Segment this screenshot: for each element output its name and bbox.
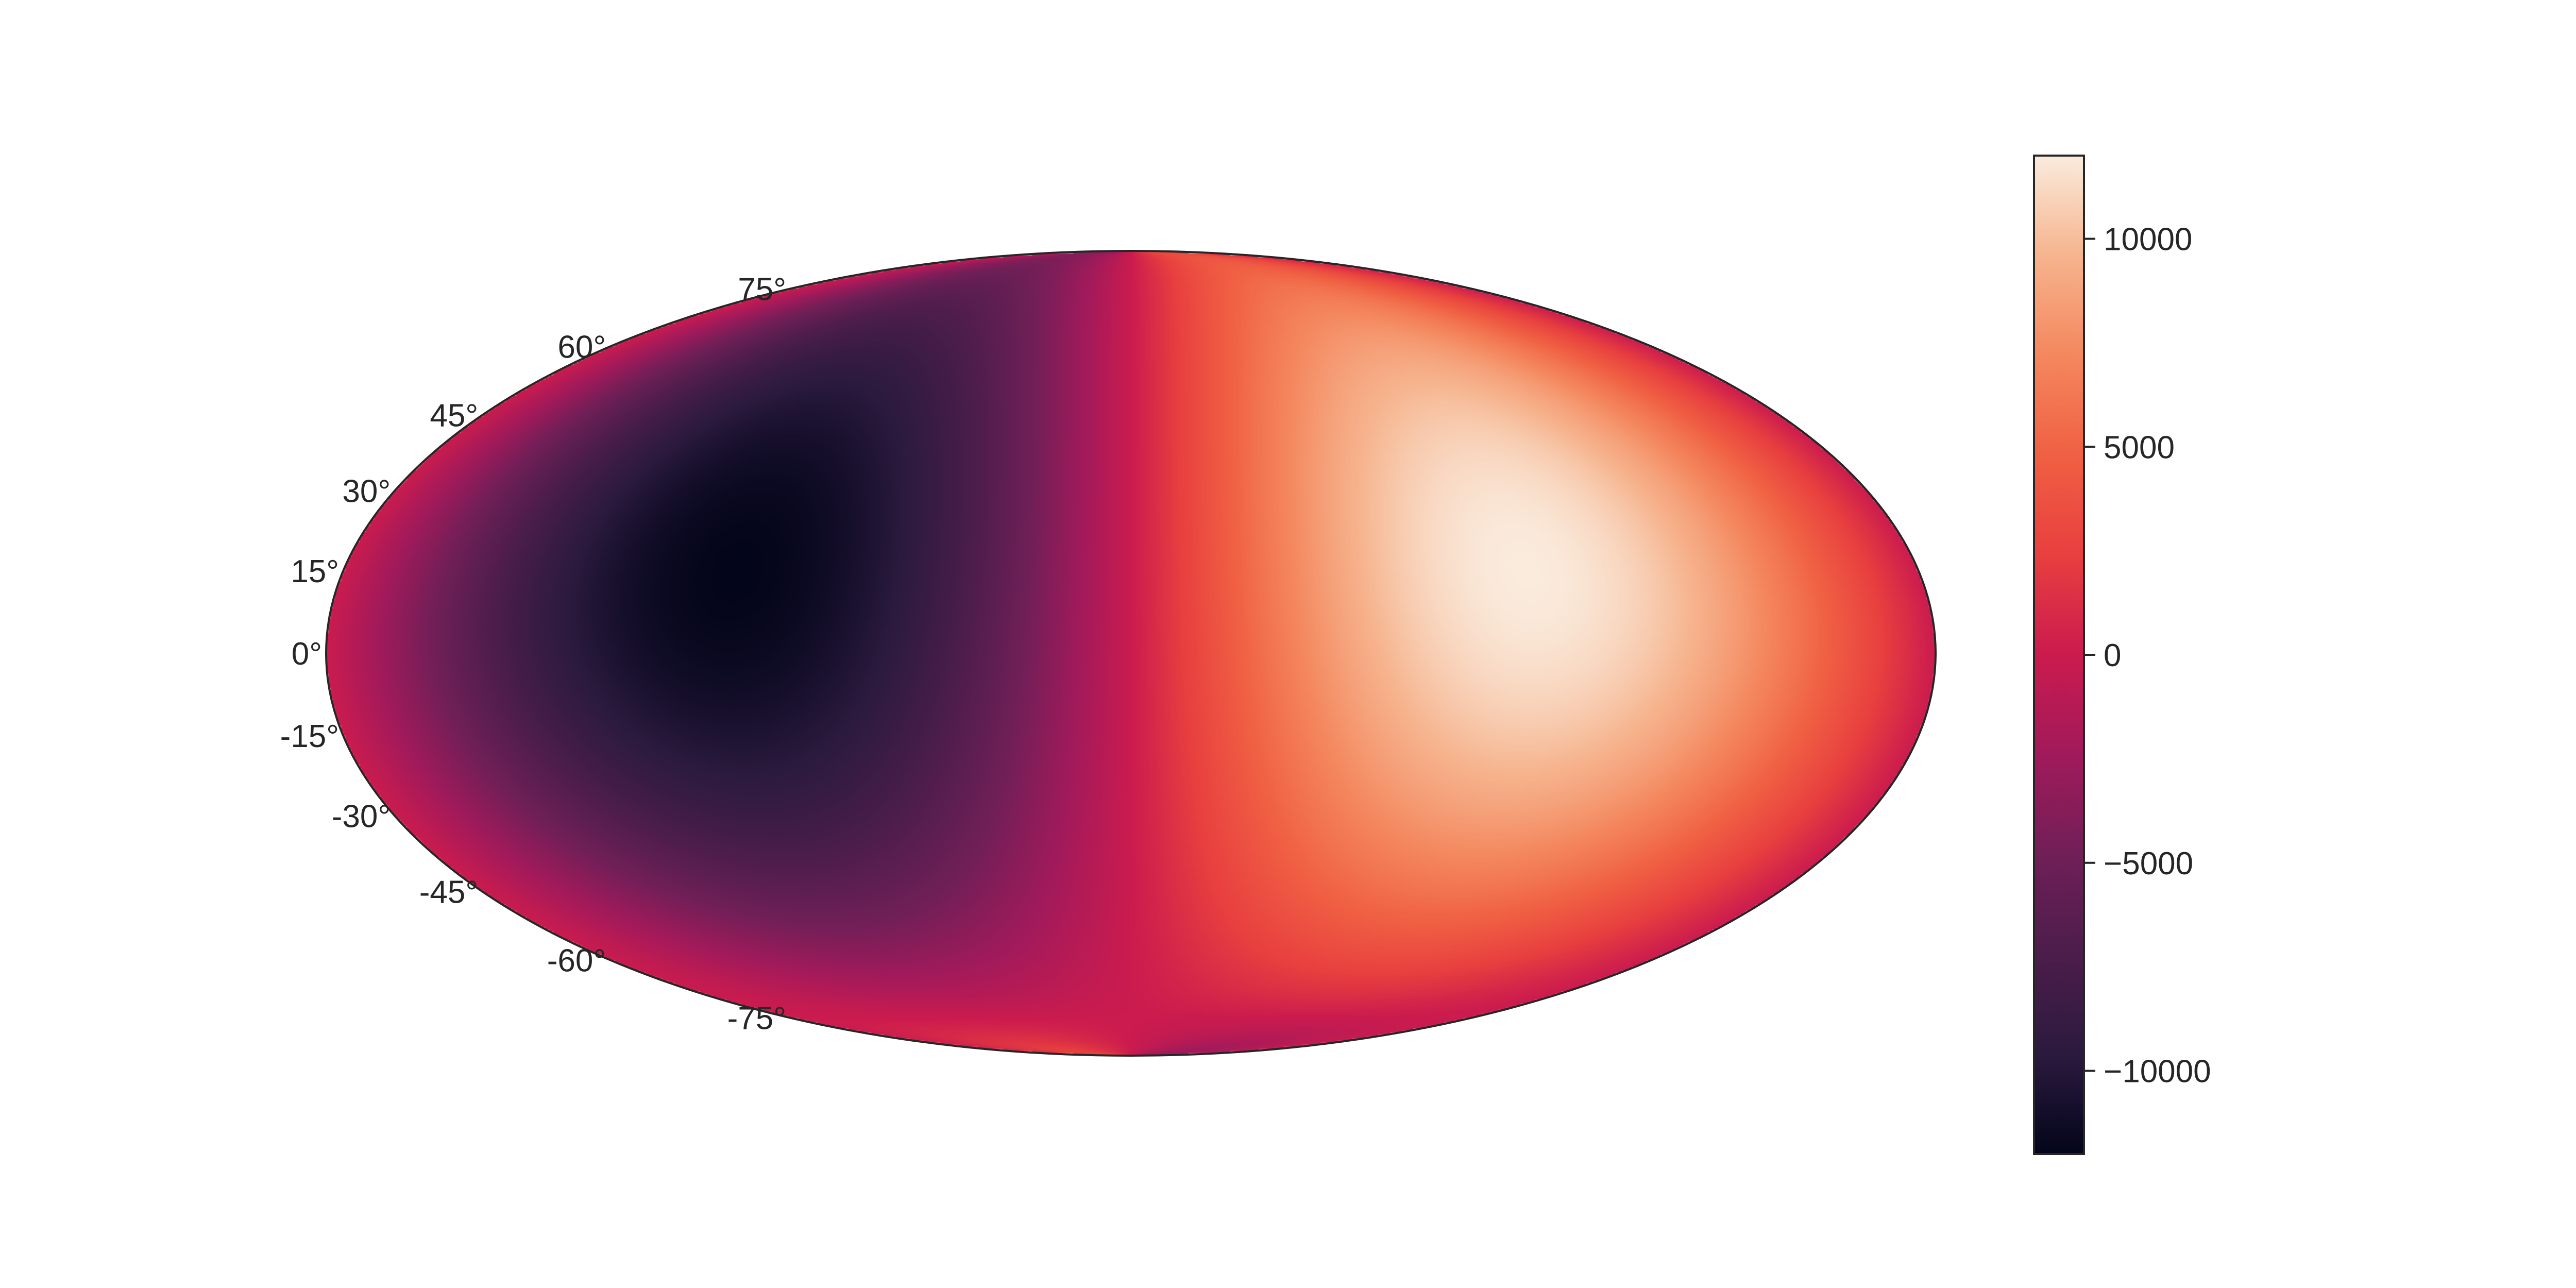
latitude-tick-label: 30°	[342, 473, 391, 509]
heatmap-field-image	[326, 251, 1936, 1056]
latitude-tick-label: -30°	[332, 799, 391, 835]
colorbar: 10000 5000 0 −5000 −10000	[2033, 155, 2211, 1155]
latitude-tick-label: 0°	[292, 636, 322, 672]
map-outline	[325, 250, 1937, 1057]
latitude-tick-label: -45°	[419, 874, 478, 910]
latitude-tick-label: 45°	[430, 398, 478, 434]
latitude-tick-label: -60°	[547, 943, 606, 978]
latitude-tick-label: 15°	[291, 554, 339, 589]
colorbar-tick-label: −5000	[2104, 846, 2193, 882]
latitude-tick-label: 75°	[738, 272, 786, 307]
colorbar-tick-label: 0	[2104, 638, 2121, 673]
latitude-tick-label: 60°	[557, 330, 606, 365]
colorbar-tick-label: 10000	[2104, 222, 2192, 258]
latitude-tick-label: -75°	[727, 1001, 786, 1037]
colorbar-tick-label: 5000	[2104, 430, 2175, 465]
colorbar-ticks: 10000 5000 0 −5000 −10000	[2084, 222, 2211, 1090]
colorbar-tick-label: −10000	[2104, 1054, 2211, 1090]
map-plot-area	[325, 250, 1937, 1057]
latitude-tick-labels: 75° 60° 45° 30° 15° 0° -15° -30° -45° -60° -75°	[280, 272, 786, 1036]
colorbar-gradient	[2034, 156, 2084, 1154]
latitude-tick-label: -15°	[280, 719, 339, 754]
